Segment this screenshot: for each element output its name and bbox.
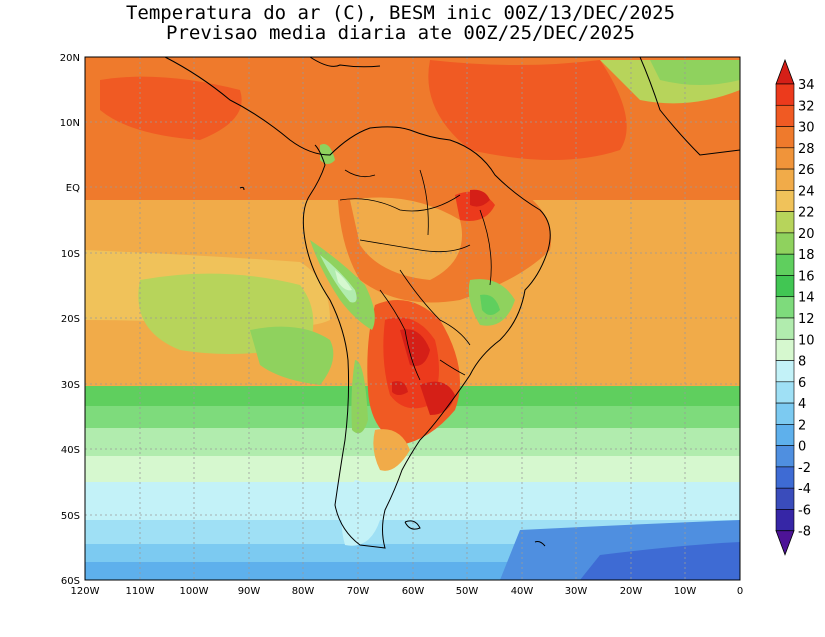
lat-label: 50S <box>61 511 80 522</box>
colorbar-label: 8 <box>798 355 806 370</box>
lon-label: 90W <box>238 586 261 597</box>
colorbar-label: 22 <box>798 206 815 221</box>
graticule <box>85 57 740 580</box>
country-borders <box>339 169 492 381</box>
colorbar-label: -6 <box>798 503 811 518</box>
lon-label: 40W <box>511 586 534 597</box>
colorbar-swatch <box>775 445 795 468</box>
colorbar-label: 4 <box>798 397 806 412</box>
lon-label: 0 <box>737 586 743 597</box>
colorbar-swatch <box>775 211 795 234</box>
latitude-axis: 20N 10N EQ 10S 20S 30S 40S 50S 60S <box>60 53 80 587</box>
lat-label: 10N <box>60 118 80 129</box>
lon-label: 120W <box>71 586 100 597</box>
lat-label: 40S <box>61 445 80 456</box>
colorbar-label: 34 <box>798 78 815 93</box>
colorbar-swatch <box>775 296 795 319</box>
colorbar-label: 12 <box>798 312 815 327</box>
colorbar-swatch <box>775 381 795 404</box>
colorbar-label: -8 <box>798 525 811 540</box>
colorbar-swatch <box>775 147 795 170</box>
colorbar-label: 0 <box>798 440 806 455</box>
lon-label: 30W <box>565 586 588 597</box>
colorbar-swatch <box>775 402 795 425</box>
lon-label: 80W <box>292 586 315 597</box>
lon-label: 70W <box>347 586 370 597</box>
lon-label: 50W <box>456 586 479 597</box>
colorbar-swatch <box>775 275 795 298</box>
colorbar-swatch <box>775 104 795 127</box>
coastlines <box>164 56 741 549</box>
map-frame <box>84 56 741 581</box>
colorbar-label: 32 <box>798 99 815 114</box>
colorbar-label: 14 <box>798 291 815 306</box>
temperature-field <box>85 57 740 580</box>
lon-label: 60W <box>402 586 425 597</box>
colorbar-swatch <box>775 232 795 255</box>
colorbar-label: -2 <box>798 461 811 476</box>
colorbar-swatch <box>775 509 795 532</box>
colorbar-bottom-arrow <box>775 530 795 556</box>
colorbar-swatch <box>775 424 795 446</box>
chart-title-line2: Previsao media diaria ate 00Z/25/DEC/202… <box>166 22 635 44</box>
colorbar-label: 30 <box>798 121 815 136</box>
colorbar-swatch <box>775 253 795 276</box>
lat-label: 60S <box>61 576 80 587</box>
colorbar-label: 10 <box>798 333 815 348</box>
colorbar-swatch <box>775 360 795 383</box>
lat-label: 20N <box>60 53 80 64</box>
colorbar-label: 28 <box>798 142 815 157</box>
colorbar-top-arrow <box>775 58 795 85</box>
colorbar-swatch <box>775 487 795 510</box>
lat-label: 10S <box>61 249 80 260</box>
lon-label: 10W <box>674 586 697 597</box>
colorbar-label: 2 <box>798 418 806 433</box>
lon-label: 110W <box>126 586 155 597</box>
lat-label: 20S <box>61 314 80 325</box>
lat-label: 30S <box>61 380 80 391</box>
colorbar-label: 26 <box>798 163 815 178</box>
lat-label: EQ <box>66 183 80 194</box>
colorbar-label: 24 <box>798 184 815 199</box>
colorbar-swatch <box>775 466 795 489</box>
colorbar-swatch <box>775 83 795 106</box>
colorbar-label: 6 <box>798 376 806 391</box>
colorbar-swatch <box>775 317 795 340</box>
colorbar-label: 16 <box>798 269 815 284</box>
chart-title-line1: Temperatura do ar (C), BESM inic 00Z/13/… <box>125 2 676 24</box>
lon-label: 100W <box>180 586 209 597</box>
colorbar-swatch <box>775 190 795 212</box>
lon-label: 20W <box>620 586 643 597</box>
colorbar-label: 20 <box>798 227 815 242</box>
colorbar-label: 18 <box>798 248 815 263</box>
longitude-axis: 120W 110W 100W 90W 80W 70W 60W 50W 40W 3… <box>71 586 744 597</box>
colorbar-swatch <box>775 126 795 149</box>
colorbar-swatch <box>775 168 795 191</box>
colorbar-swatch <box>775 338 795 361</box>
colorbar-label: -4 <box>798 482 811 497</box>
